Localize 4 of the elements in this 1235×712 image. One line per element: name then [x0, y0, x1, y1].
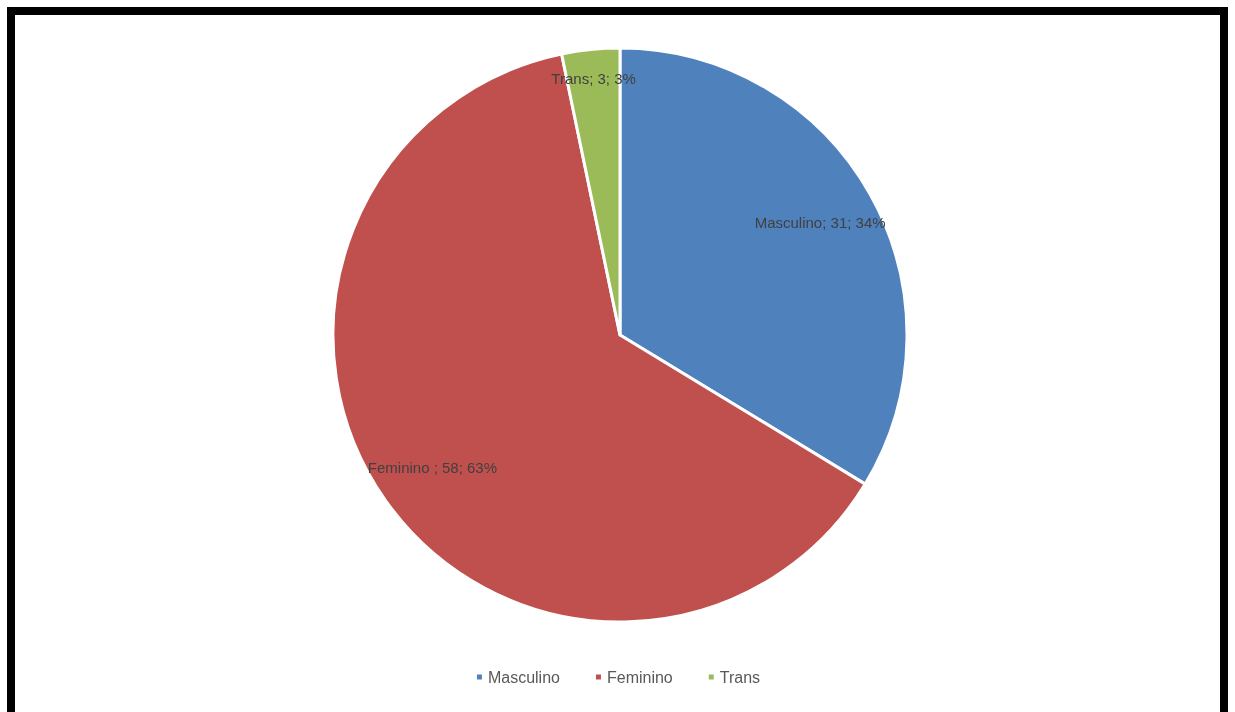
legend-label: Trans [719, 668, 761, 686]
data-label: Feminino ; 58; 63% [367, 458, 498, 476]
legend-label: Masculino [487, 668, 561, 686]
legend-label: Feminino [606, 668, 673, 686]
